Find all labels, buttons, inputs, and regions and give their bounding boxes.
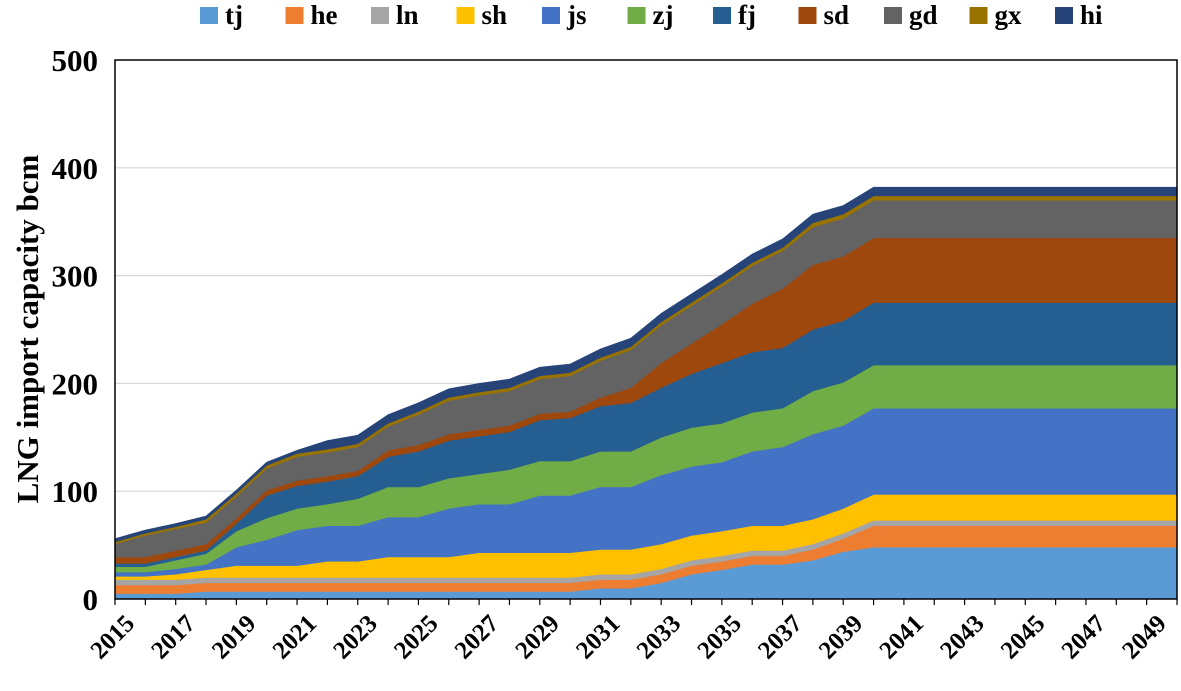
legend-label-fj: fj bbox=[738, 0, 756, 30]
legend-label-gx: gx bbox=[995, 0, 1023, 30]
x-tick-label-2043: 2043 bbox=[935, 610, 989, 664]
y-axis-label: LNG import capacity bcm bbox=[10, 154, 45, 503]
legend-swatch-gd bbox=[884, 7, 902, 24]
x-tick-label-2049: 2049 bbox=[1117, 610, 1171, 664]
legend-swatch-gx bbox=[969, 7, 988, 24]
x-tick-label-2037: 2037 bbox=[753, 610, 807, 664]
x-axis-ticks: 2015 2017 2019 2021 2023 2025 2027 2029 2031 2033… bbox=[86, 599, 1178, 664]
legend-label-ln: ln bbox=[396, 0, 419, 30]
x-tick-label-2039: 2039 bbox=[814, 610, 868, 664]
x-tick-label-2045: 2045 bbox=[996, 610, 1050, 664]
legend: tj he ln sh js zj fj sd gd gx hi bbox=[200, 0, 1103, 30]
legend-swatch-zj bbox=[627, 7, 646, 24]
legend-swatch-fj bbox=[713, 7, 731, 24]
y-tick-label-500: 500 bbox=[52, 43, 99, 78]
legend-label-zj: zj bbox=[653, 0, 674, 30]
x-tick-label-2015: 2015 bbox=[86, 610, 140, 664]
x-tick-label-2021: 2021 bbox=[268, 610, 322, 664]
x-tick-label-2019: 2019 bbox=[207, 610, 261, 664]
legend-swatch-he bbox=[285, 7, 304, 24]
legend-label-gd: gd bbox=[909, 0, 938, 30]
x-tick-label-2023: 2023 bbox=[328, 610, 382, 664]
x-tick-label-2031: 2031 bbox=[571, 610, 625, 664]
y-tick-label-300: 300 bbox=[52, 259, 99, 294]
legend-swatch-tj bbox=[200, 7, 218, 24]
legend-label-js: js bbox=[566, 0, 587, 30]
x-tick-label-2027: 2027 bbox=[450, 610, 504, 664]
legend-label-sh: sh bbox=[482, 0, 508, 30]
stacked-areas bbox=[114, 186, 1178, 600]
y-tick-label-0: 0 bbox=[83, 582, 99, 617]
legend-label-sd: sd bbox=[824, 0, 850, 30]
x-tick-label-2041: 2041 bbox=[875, 610, 929, 664]
x-tick-label-2047: 2047 bbox=[1057, 610, 1111, 664]
y-tick-label-200: 200 bbox=[52, 366, 99, 401]
x-tick-label-2025: 2025 bbox=[389, 610, 443, 664]
y-tick-label-100: 100 bbox=[52, 474, 99, 509]
y-tick-label-400: 400 bbox=[52, 151, 99, 186]
x-tick-label-2029: 2029 bbox=[510, 610, 564, 664]
x-tick-label-2033: 2033 bbox=[632, 610, 686, 664]
legend-label-hi: hi bbox=[1080, 0, 1103, 30]
x-tick-label-2017: 2017 bbox=[146, 610, 200, 664]
legend-label-tj: tj bbox=[225, 0, 243, 30]
plot-area-border bbox=[114, 59, 1178, 600]
legend-swatch-js bbox=[542, 7, 560, 24]
legend-swatch-hi bbox=[1055, 7, 1073, 24]
legend-swatch-sd bbox=[798, 7, 817, 24]
legend-label-he: he bbox=[311, 0, 338, 30]
y-axis-ticks: 0 100 200 300 400 500 bbox=[52, 43, 99, 617]
legend-swatch-ln bbox=[371, 7, 389, 24]
legend-swatch-sh bbox=[456, 7, 475, 24]
x-tick-label-2035: 2035 bbox=[693, 610, 747, 664]
